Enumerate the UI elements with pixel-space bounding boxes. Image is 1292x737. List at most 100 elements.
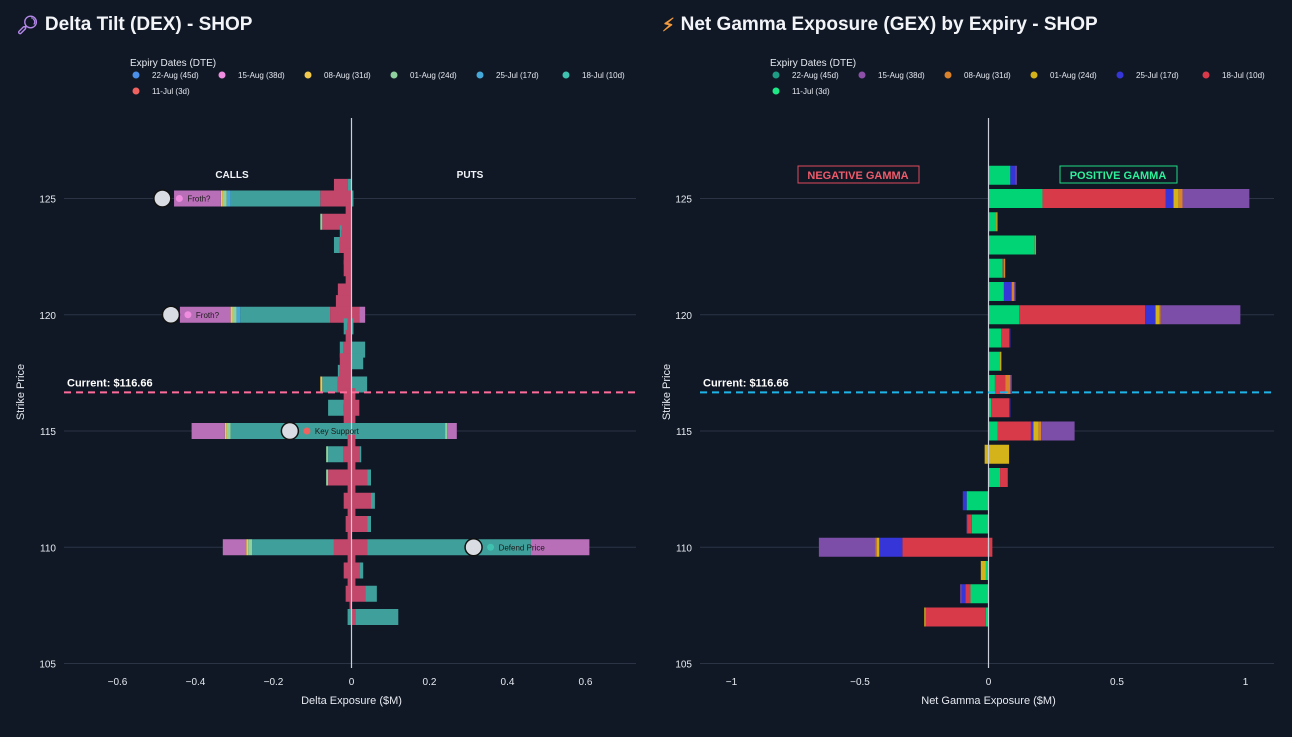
bar-segment <box>320 190 352 207</box>
bar-segment <box>337 364 340 381</box>
bar-segment <box>236 306 241 323</box>
annotation-dot <box>303 427 311 435</box>
legend-swatch <box>476 71 484 79</box>
legend-swatch <box>772 87 780 95</box>
bar-segment <box>343 562 352 579</box>
legend-swatch <box>858 71 866 79</box>
legend-swatch <box>772 71 780 79</box>
legend-entry-label: 08-Aug (31d) <box>964 71 1011 80</box>
y-tick-label: 115 <box>676 427 692 438</box>
legend-title: Expiry Dates (DTE) <box>130 58 216 69</box>
bar-segment <box>1009 398 1011 418</box>
bar-segment <box>232 306 237 323</box>
legend-entry-label: 15-Aug (38d) <box>238 71 285 80</box>
bar-segment <box>355 609 399 625</box>
bar-segment <box>371 492 375 509</box>
bar-segment <box>347 550 352 567</box>
annotation-marker <box>464 538 483 557</box>
bar-segment <box>924 607 926 627</box>
bar-segment <box>230 190 321 207</box>
bar-segment <box>347 527 352 544</box>
bar-segment <box>347 481 352 498</box>
bar-segment <box>333 237 340 253</box>
bar-segment <box>1015 165 1017 185</box>
annotation-label: Froth? <box>196 311 220 320</box>
gex-chart: Expiry Dates (DTE) 22-Aug (45d) 15-Aug (38… <box>661 58 1274 707</box>
legend-entry-label: 11-Jul (3d) <box>152 87 190 96</box>
positive-gamma-label: POSITIVE GAMMA <box>1070 170 1167 182</box>
bar-segment <box>1003 258 1006 278</box>
annotation-marker <box>161 305 181 324</box>
y-tick-label: 105 <box>675 660 692 671</box>
bar-segment <box>351 550 356 567</box>
bar-segment <box>970 584 989 604</box>
bar-segment <box>359 562 364 579</box>
bar-segment <box>1041 421 1075 441</box>
annotation-label: Key Support <box>315 427 360 436</box>
bar-segment <box>879 537 903 557</box>
dex-title: 🔎︎ Delta Tilt (DEX) - SHOP <box>16 14 252 36</box>
bar-segment <box>347 609 352 625</box>
bar-segment <box>351 423 446 439</box>
current-price-label: Current: $116.66 <box>67 377 153 389</box>
bar-segment <box>339 353 352 370</box>
bar-segment <box>1033 421 1039 441</box>
bar-segment <box>1010 375 1012 394</box>
bar-segment <box>343 446 352 463</box>
bar-segment <box>1009 328 1011 348</box>
bar-segment <box>174 190 221 207</box>
bar-segment <box>328 446 344 463</box>
x-tick-label: −0.2 <box>264 677 284 688</box>
bar-segment <box>875 537 877 557</box>
bar-segment <box>351 399 360 416</box>
bar-segment <box>343 411 352 428</box>
bar-segment <box>996 212 998 232</box>
bar-segment <box>818 537 876 557</box>
bar-segment <box>1019 305 1146 325</box>
legend-swatch <box>218 71 226 79</box>
x-tick-label: −1 <box>726 677 738 688</box>
bar-segment <box>343 248 352 265</box>
bar-segment <box>191 423 225 439</box>
bar-segment <box>1002 258 1004 278</box>
negative-gamma-label: NEGATIVE GAMMA <box>807 170 908 182</box>
legend-entry-label: 01-Aug (24d) <box>410 71 457 80</box>
gex-title-text: Net Gamma Exposure (GEX) by Expiry - SHO… <box>680 14 1098 35</box>
bar-segment <box>367 539 531 556</box>
bar-segment <box>226 190 231 207</box>
bar-segment <box>339 225 342 242</box>
legend-swatch <box>1202 71 1210 79</box>
legend-entry-label: 15-Aug (38d) <box>878 71 925 80</box>
bar-segment <box>351 457 356 474</box>
dex-chart: Expiry Dates (DTE) 22-Aug (45d) 15-Aug (38… <box>15 58 636 707</box>
bar-segment <box>320 376 323 393</box>
bar-segment <box>1034 235 1037 255</box>
bar-segment <box>994 375 1006 394</box>
bar-segment <box>226 423 231 439</box>
bar-segment <box>230 306 233 323</box>
bar-segment <box>248 539 253 556</box>
bar-segment <box>367 516 371 532</box>
bar-segment <box>326 469 329 486</box>
bar-segment <box>960 584 962 604</box>
bar-segment <box>345 585 352 602</box>
bar-segment <box>1042 189 1166 208</box>
bar-segment <box>988 258 1003 278</box>
lightning-icon: ⚡︎ <box>662 15 675 35</box>
bar-segment <box>351 388 356 405</box>
bar-segment <box>347 178 352 195</box>
bar-segment <box>997 421 1031 441</box>
legend-swatch <box>132 71 140 79</box>
legend-entry-label: 22-Aug (45d) <box>792 71 839 80</box>
bar-segment <box>246 539 249 556</box>
bar-segment <box>351 190 354 207</box>
bar-segment <box>985 561 989 580</box>
bar-segment <box>1173 189 1179 208</box>
bar-segment <box>343 492 352 509</box>
bar-segment <box>1165 189 1174 208</box>
bar-segment <box>351 306 360 323</box>
bar-segment <box>252 539 334 556</box>
bar-segment <box>220 190 223 207</box>
legend-entry-label: 18-Jul (10d) <box>1222 71 1265 80</box>
y-axis-title: Strike Price <box>661 364 673 420</box>
